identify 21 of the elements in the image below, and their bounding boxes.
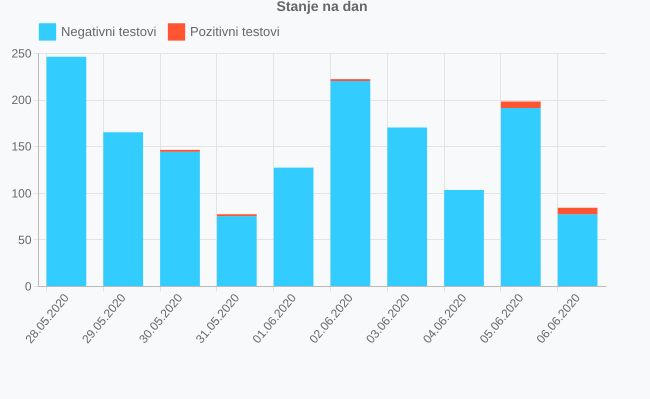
bar (216, 216, 257, 286)
y-tick-label: 200 (11, 93, 32, 108)
bar (387, 128, 428, 286)
legend-label: Negativni testovi (61, 24, 156, 39)
y-tick-label: 150 (11, 140, 32, 154)
bar (444, 190, 484, 286)
bar (103, 132, 144, 286)
y-tick-label: 50 (18, 232, 32, 247)
bar (330, 80, 370, 286)
bar (46, 56, 86, 286)
bar (274, 168, 314, 286)
bar (558, 208, 598, 214)
y-tick-label: 250 (11, 46, 32, 60)
y-tick-label: 0 (24, 280, 32, 294)
bar (558, 214, 598, 286)
bar (500, 101, 541, 108)
bar (500, 108, 541, 286)
chart-title: Stanje na dan (276, 0, 368, 14)
legend-label: Pozitivni testovi (190, 24, 280, 39)
bar (160, 152, 200, 286)
y-tick-label: 100 (11, 186, 32, 200)
